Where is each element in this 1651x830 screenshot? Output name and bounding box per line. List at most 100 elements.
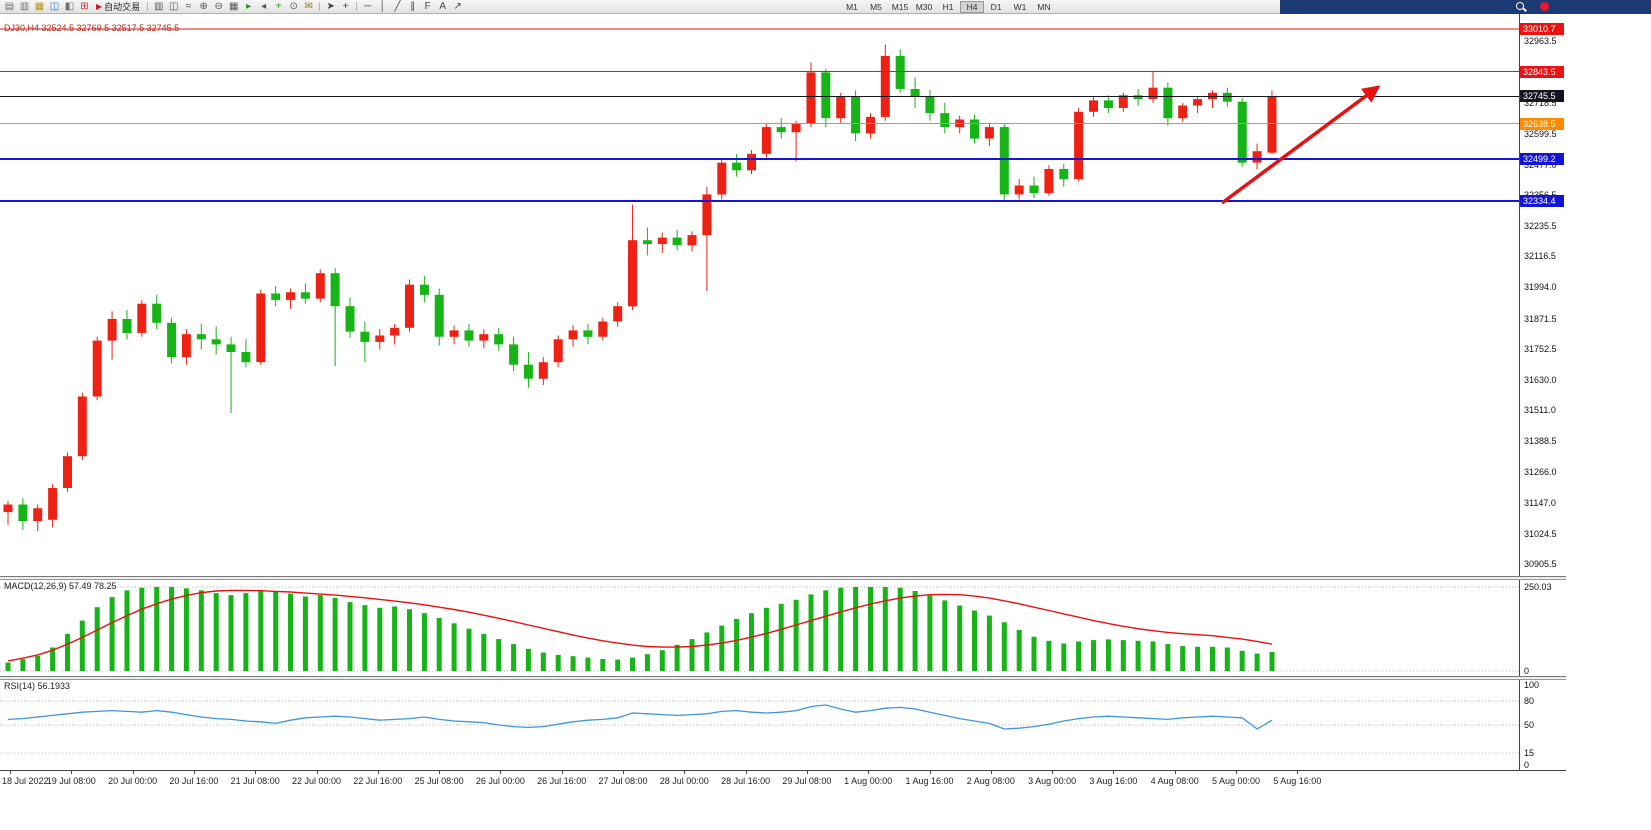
- trendline-icon[interactable]: ╱: [394, 1, 401, 12]
- navigator-icon[interactable]: ◧: [64, 1, 75, 12]
- timeframe-button-mn[interactable]: MN: [1037, 1, 1051, 12]
- macd-bar: [154, 587, 160, 671]
- candle-up: [1252, 151, 1262, 163]
- macd-bar: [1091, 640, 1096, 671]
- price-tick-label: 31630.0: [1524, 374, 1557, 385]
- macd-axis-label: 0: [1524, 666, 1530, 676]
- indicators-icon[interactable]: +: [275, 1, 282, 12]
- timeframe-button-m5[interactable]: M5: [870, 1, 882, 12]
- time-tick: [1297, 771, 1299, 774]
- price-tick-label: 30905.5: [1524, 559, 1557, 570]
- price-axis[interactable]: 32963.532843.032718.532599.532477.032356…: [1519, 14, 1566, 576]
- data-window-icon[interactable]: ◫: [49, 1, 60, 12]
- timeframe-button-h4[interactable]: H4: [960, 0, 984, 13]
- macd-panel[interactable]: MACD(12,26,9) 57.49 78.25: [0, 580, 1519, 676]
- candle-up: [3, 504, 13, 513]
- timeframe-button-w1[interactable]: W1: [1013, 1, 1027, 12]
- time-tick: [745, 771, 747, 774]
- macd-bar: [1135, 640, 1141, 671]
- auto-trading-button[interactable]: ▶ 自动交易: [92, 0, 144, 13]
- time-label: 3 Aug 00:00: [1028, 776, 1077, 786]
- macd-bar: [882, 587, 888, 671]
- candlestick-chart[interactable]: [0, 14, 1519, 576]
- time-tick: [316, 771, 318, 774]
- macd-bar: [763, 607, 769, 671]
- time-tick: [684, 771, 686, 774]
- chart-shift-icon[interactable]: ◂: [261, 1, 267, 12]
- timeframes-icon[interactable]: ⊙: [289, 1, 298, 12]
- charts-window-icon[interactable]: ▤: [4, 1, 15, 12]
- macd-bar: [972, 610, 977, 671]
- templates-icon[interactable]: ✉: [304, 1, 313, 12]
- search-icon[interactable]: [1516, 2, 1524, 10]
- time-axis[interactable]: 18 Jul 2022 19 Jul 08:00 20 Jul 00:00 20 Ju…: [0, 770, 1566, 792]
- price-level-badge: 32843.5: [1520, 65, 1564, 78]
- candle-up: [1074, 111, 1084, 180]
- fibonacci-icon[interactable]: F: [424, 1, 431, 12]
- time-label: 21 Jul 08:00: [230, 776, 280, 786]
- new-order-icon[interactable]: ⊞: [80, 1, 89, 12]
- macd-bar: [198, 590, 204, 671]
- time-label: 29 Jul 08:00: [782, 776, 832, 786]
- macd-bar: [139, 587, 145, 671]
- toolbar-separator: [356, 2, 358, 11]
- candle-up: [717, 162, 727, 195]
- price-tick-label: 31024.5: [1524, 528, 1557, 539]
- trend-arrow-annotation[interactable]: [1220, 85, 1381, 205]
- crosshair-icon[interactable]: +: [342, 1, 349, 12]
- channel-icon[interactable]: ∥: [410, 1, 416, 12]
- timeframe-button-m30[interactable]: M30: [915, 1, 933, 12]
- candle-up: [761, 127, 771, 154]
- rsi-axis[interactable]: 100 80 50 15 0: [1519, 680, 1566, 770]
- text-icon[interactable]: A: [439, 1, 446, 12]
- macd-axis[interactable]: 250.03 0: [1519, 580, 1566, 676]
- candle-down: [345, 306, 355, 332]
- candle-down: [1222, 92, 1232, 102]
- time-label: 22 Jul 16:00: [353, 776, 403, 786]
- candlestick-chart-icon[interactable]: ◫: [168, 1, 179, 12]
- cursor-icon[interactable]: ➤: [326, 1, 335, 12]
- timeframe-button-h1[interactable]: H1: [942, 1, 954, 12]
- time-label: 1 Aug 16:00: [905, 776, 954, 786]
- timeframe-button-m15[interactable]: M15: [891, 1, 909, 12]
- macd-bar: [927, 595, 933, 671]
- time-label: 20 Jul 00:00: [108, 776, 158, 786]
- timeframe-button-m1[interactable]: M1: [846, 1, 858, 12]
- auto-scroll-icon[interactable]: ▸: [246, 1, 252, 12]
- horizontal-line-icon[interactable]: ─: [364, 1, 372, 12]
- vertical-line-icon[interactable]: │: [379, 1, 386, 12]
- candle-up: [984, 127, 994, 139]
- zoom-out-icon[interactable]: ⊖: [214, 1, 223, 12]
- panel-divider[interactable]: [0, 576, 1566, 580]
- panel-divider-2[interactable]: [0, 676, 1566, 680]
- zoom-in-icon[interactable]: ⊕: [199, 1, 208, 12]
- main-chart[interactable]: DJ30,H4 32524.5 32769.5 32517.5 32745.5: [0, 14, 1519, 576]
- candle-down: [970, 119, 979, 139]
- market-watch-icon[interactable]: ▦: [34, 1, 45, 12]
- macd-bar: [1061, 643, 1067, 671]
- arrow-object-icon[interactable]: ↗: [453, 1, 462, 12]
- time-label: 26 Jul 16:00: [537, 776, 587, 786]
- timeframe-button-d1[interactable]: D1: [990, 1, 1002, 12]
- profile-icon[interactable]: ▥: [19, 1, 30, 12]
- tile-windows-icon[interactable]: ▦: [228, 1, 239, 12]
- notification-badge[interactable]: [1540, 2, 1549, 11]
- candle-up: [449, 330, 459, 337]
- candle-down: [196, 334, 206, 340]
- candle-down: [925, 96, 935, 114]
- candle-down: [1029, 185, 1039, 194]
- rsi-panel[interactable]: RSI(14) 56.1933: [0, 680, 1519, 770]
- candle-up: [286, 292, 295, 300]
- macd-bar: [1254, 653, 1260, 671]
- time-tick: [623, 771, 624, 774]
- macd-signal-line: [7, 589, 1273, 662]
- macd-bar: [1016, 630, 1022, 671]
- candle-down: [241, 352, 251, 363]
- time-tick: [868, 771, 870, 774]
- time-label: 22 Jul 00:00: [291, 776, 342, 786]
- toolbar-icons: ▤ ▥ ▦ ◫ ◧ ⊞ ▶ 自动交易 ▥ ◫ ≈ ⊕ ⊖ ▦ ▸ ◂ + ⊙ ✉ ➤ + ─ │ ╱ ∥ F A ↗: [0, 0, 465, 13]
- line-chart-icon[interactable]: ≈: [185, 1, 192, 12]
- bar-chart-icon[interactable]: ▥: [153, 1, 164, 12]
- candle-down: [732, 162, 742, 171]
- candle-up: [92, 340, 102, 397]
